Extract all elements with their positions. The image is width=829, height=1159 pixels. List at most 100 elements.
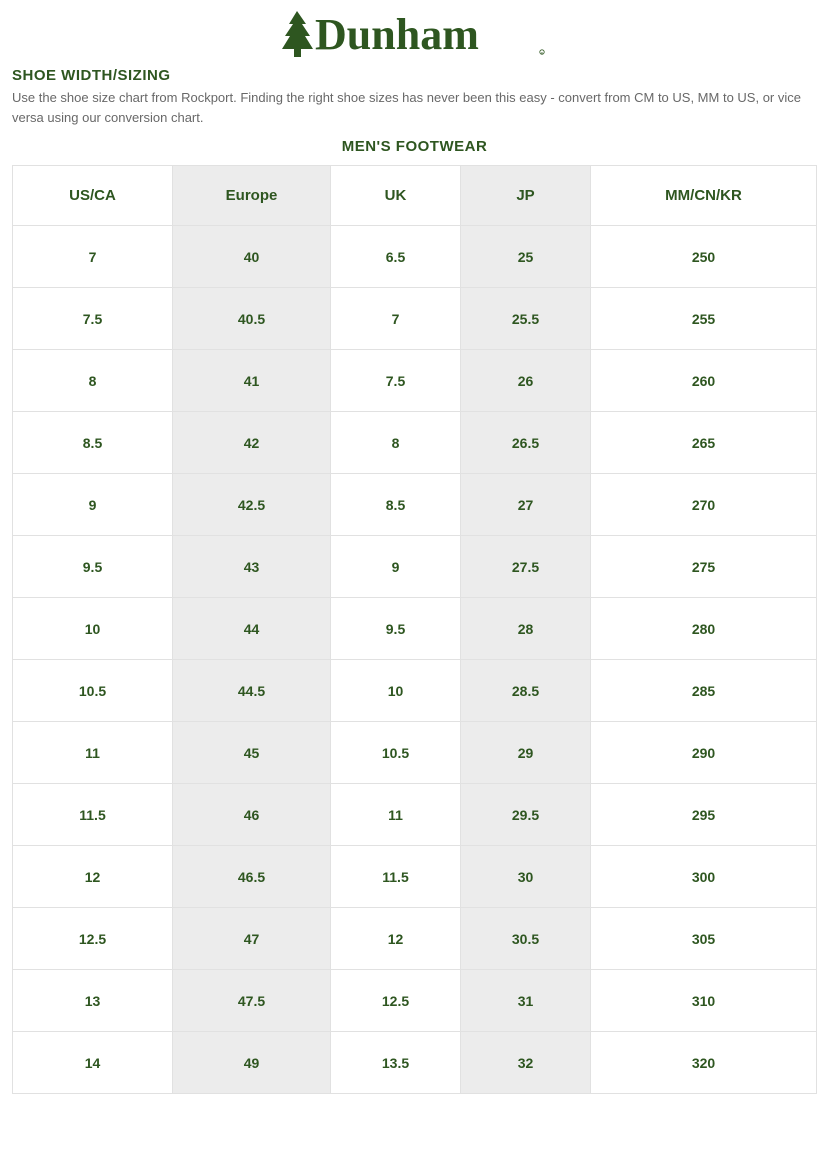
table-body: 7406.5252507.540.5725.52558417.5262608.5… bbox=[13, 226, 817, 1094]
table-row: 7406.525250 bbox=[13, 226, 817, 288]
cell-jp: 27.5 bbox=[461, 536, 591, 598]
cell-jp: 31 bbox=[461, 970, 591, 1032]
cell-uk: 10 bbox=[331, 660, 461, 722]
table-row: 10449.528280 bbox=[13, 598, 817, 660]
cell-europe: 41 bbox=[173, 350, 331, 412]
table-row: 942.58.527270 bbox=[13, 474, 817, 536]
table-row: 114510.529290 bbox=[13, 722, 817, 784]
cell-uk: 11.5 bbox=[331, 846, 461, 908]
cell-europe: 47 bbox=[173, 908, 331, 970]
cell-europe: 40 bbox=[173, 226, 331, 288]
cell-us_ca: 7 bbox=[13, 226, 173, 288]
cell-us_ca: 12 bbox=[13, 846, 173, 908]
cell-jp: 28.5 bbox=[461, 660, 591, 722]
cell-europe: 45 bbox=[173, 722, 331, 784]
size-chart-table: US/CA Europe UK JP MM/CN/KR 7406.5252507… bbox=[12, 165, 817, 1094]
cell-us_ca: 8 bbox=[13, 350, 173, 412]
table-head: US/CA Europe UK JP MM/CN/KR bbox=[13, 166, 817, 226]
cell-us_ca: 9 bbox=[13, 474, 173, 536]
cell-uk: 12 bbox=[331, 908, 461, 970]
cell-jp: 30 bbox=[461, 846, 591, 908]
table-row: 9.543927.5275 bbox=[13, 536, 817, 598]
col-header-mm: MM/CN/KR bbox=[591, 166, 817, 226]
cell-jp: 26.5 bbox=[461, 412, 591, 474]
cell-mm_cn_kr: 305 bbox=[591, 908, 817, 970]
table-row: 144913.532320 bbox=[13, 1032, 817, 1094]
cell-jp: 29 bbox=[461, 722, 591, 784]
cell-jp: 29.5 bbox=[461, 784, 591, 846]
cell-europe: 44.5 bbox=[173, 660, 331, 722]
cell-us_ca: 8.5 bbox=[13, 412, 173, 474]
brand-logo: Dunham R bbox=[282, 8, 547, 65]
table-row: 12.5471230.5305 bbox=[13, 908, 817, 970]
table-row: 1347.512.531310 bbox=[13, 970, 817, 1032]
table-row: 11.5461129.5295 bbox=[13, 784, 817, 846]
cell-mm_cn_kr: 285 bbox=[591, 660, 817, 722]
cell-us_ca: 10 bbox=[13, 598, 173, 660]
col-header-uk: UK bbox=[331, 166, 461, 226]
cell-us_ca: 13 bbox=[13, 970, 173, 1032]
page: Dunham R SHOE WIDTH/SIZING Use the shoe … bbox=[0, 0, 829, 1094]
svg-text:R: R bbox=[541, 51, 544, 55]
cell-us_ca: 14 bbox=[13, 1032, 173, 1094]
cell-uk: 7 bbox=[331, 288, 461, 350]
col-header-jp: JP bbox=[461, 166, 591, 226]
table-header-row: US/CA Europe UK JP MM/CN/KR bbox=[13, 166, 817, 226]
cell-us_ca: 10.5 bbox=[13, 660, 173, 722]
cell-us_ca: 11.5 bbox=[13, 784, 173, 846]
cell-jp: 27 bbox=[461, 474, 591, 536]
table-row: 7.540.5725.5255 bbox=[13, 288, 817, 350]
cell-uk: 8 bbox=[331, 412, 461, 474]
cell-mm_cn_kr: 265 bbox=[591, 412, 817, 474]
cell-europe: 40.5 bbox=[173, 288, 331, 350]
cell-us_ca: 7.5 bbox=[13, 288, 173, 350]
cell-us_ca: 9.5 bbox=[13, 536, 173, 598]
cell-mm_cn_kr: 255 bbox=[591, 288, 817, 350]
table-row: 1246.511.530300 bbox=[13, 846, 817, 908]
table-row: 8417.526260 bbox=[13, 350, 817, 412]
cell-europe: 47.5 bbox=[173, 970, 331, 1032]
description: Use the shoe size chart from Rockport. F… bbox=[12, 88, 817, 128]
cell-mm_cn_kr: 250 bbox=[591, 226, 817, 288]
cell-mm_cn_kr: 270 bbox=[591, 474, 817, 536]
cell-mm_cn_kr: 310 bbox=[591, 970, 817, 1032]
cell-mm_cn_kr: 320 bbox=[591, 1032, 817, 1094]
table-title: MEN'S FOOTWEAR bbox=[12, 138, 817, 155]
cell-mm_cn_kr: 260 bbox=[591, 350, 817, 412]
cell-jp: 25 bbox=[461, 226, 591, 288]
cell-jp: 25.5 bbox=[461, 288, 591, 350]
cell-uk: 11 bbox=[331, 784, 461, 846]
cell-jp: 32 bbox=[461, 1032, 591, 1094]
cell-us_ca: 12.5 bbox=[13, 908, 173, 970]
cell-uk: 9.5 bbox=[331, 598, 461, 660]
brand-wordmark: Dunham bbox=[315, 10, 479, 59]
cell-uk: 8.5 bbox=[331, 474, 461, 536]
cell-europe: 42 bbox=[173, 412, 331, 474]
table-row: 8.542826.5265 bbox=[13, 412, 817, 474]
cell-uk: 13.5 bbox=[331, 1032, 461, 1094]
cell-mm_cn_kr: 300 bbox=[591, 846, 817, 908]
col-header-usca: US/CA bbox=[13, 166, 173, 226]
cell-mm_cn_kr: 295 bbox=[591, 784, 817, 846]
cell-mm_cn_kr: 280 bbox=[591, 598, 817, 660]
cell-jp: 28 bbox=[461, 598, 591, 660]
cell-europe: 46 bbox=[173, 784, 331, 846]
cell-uk: 9 bbox=[331, 536, 461, 598]
cell-uk: 10.5 bbox=[331, 722, 461, 784]
cell-mm_cn_kr: 290 bbox=[591, 722, 817, 784]
table-row: 10.544.51028.5285 bbox=[13, 660, 817, 722]
cell-europe: 44 bbox=[173, 598, 331, 660]
cell-jp: 30.5 bbox=[461, 908, 591, 970]
cell-europe: 42.5 bbox=[173, 474, 331, 536]
cell-europe: 49 bbox=[173, 1032, 331, 1094]
section-title: SHOE WIDTH/SIZING bbox=[12, 67, 817, 84]
cell-europe: 43 bbox=[173, 536, 331, 598]
logo-wrap: Dunham R bbox=[12, 8, 817, 65]
cell-uk: 7.5 bbox=[331, 350, 461, 412]
cell-mm_cn_kr: 275 bbox=[591, 536, 817, 598]
cell-uk: 6.5 bbox=[331, 226, 461, 288]
cell-us_ca: 11 bbox=[13, 722, 173, 784]
col-header-europe: Europe bbox=[173, 166, 331, 226]
cell-jp: 26 bbox=[461, 350, 591, 412]
cell-uk: 12.5 bbox=[331, 970, 461, 1032]
